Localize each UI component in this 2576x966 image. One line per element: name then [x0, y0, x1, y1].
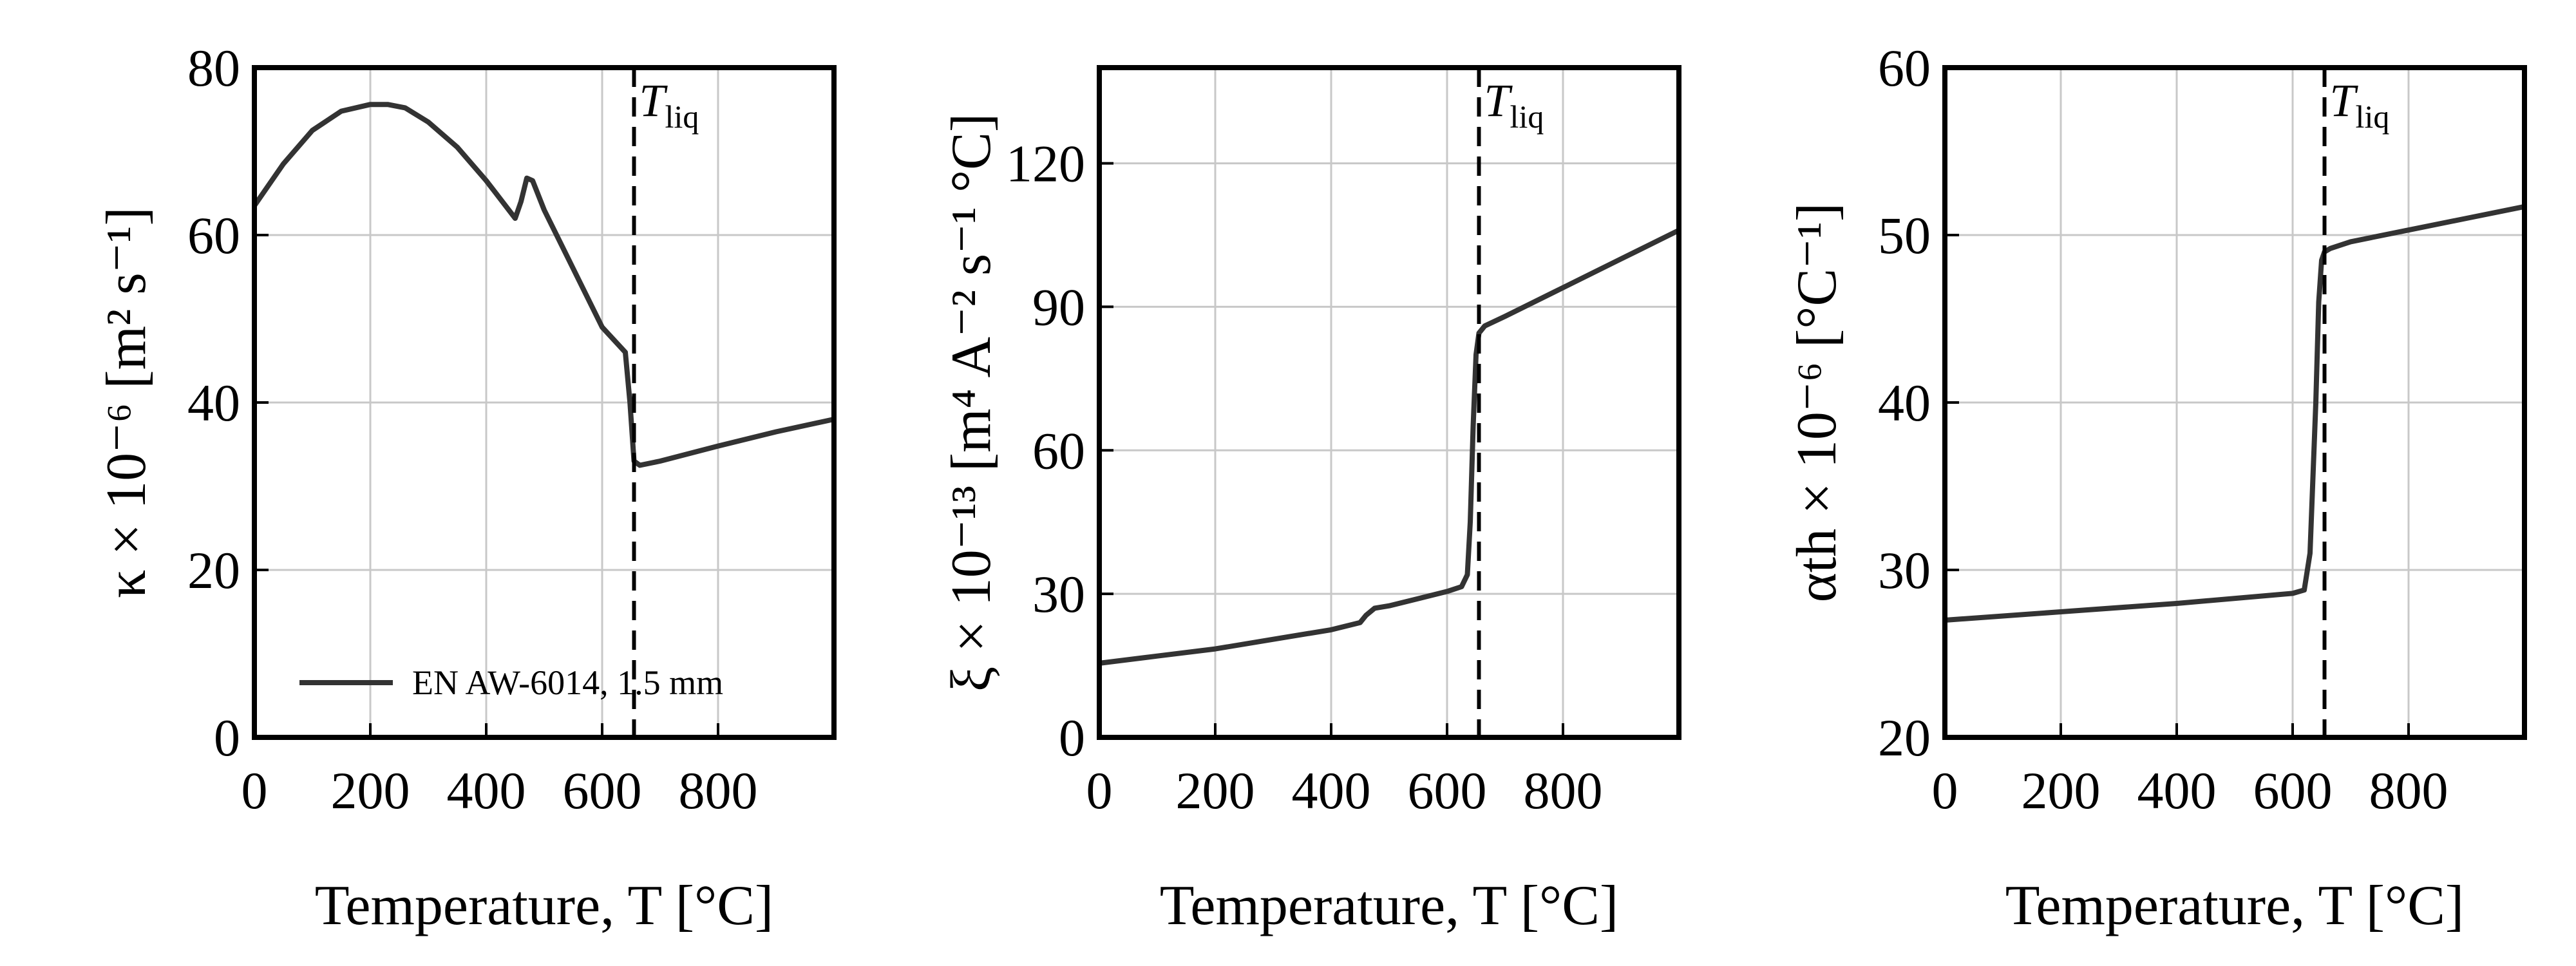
- y-tick-label: 0: [1059, 708, 1085, 767]
- chart-panel-3: 0 200 400 600 800 20 30 40 50 60 Tliq Temperature, …: [1786, 39, 2527, 937]
- y-tick-label: 30: [1878, 541, 1931, 600]
- x-tick-label: 600: [2253, 761, 2333, 820]
- series-line-1: [1097, 227, 1681, 666]
- y-tick-label: 40: [187, 374, 240, 432]
- x-axis-label: Temperature, T [°C]: [2005, 875, 2464, 937]
- legend: EN AW-6014, 1.5 mm: [299, 663, 723, 702]
- x-tick-label: 200: [331, 761, 410, 820]
- x-tick-label: 0: [1932, 761, 1958, 820]
- y-tick-label: 60: [1032, 421, 1085, 480]
- y-axis-label: αth × 10⁻⁶ [°C⁻¹]: [1786, 203, 1848, 603]
- y-tick-label: 20: [1878, 708, 1931, 767]
- x-tick-label: 600: [563, 761, 642, 820]
- x-axis-label: Temperature, T [°C]: [1160, 875, 1618, 937]
- x-tick-label: 800: [2369, 761, 2448, 820]
- x-tick-label: 800: [1524, 761, 1603, 820]
- x-tick-label: 400: [447, 761, 526, 820]
- y-tick-label: 80: [187, 39, 240, 97]
- y-tick-label: 90: [1032, 278, 1085, 336]
- x-tick-label: 600: [1408, 761, 1487, 820]
- plot-frame: [1097, 65, 1681, 740]
- y-tick-label: 60: [1878, 39, 1931, 97]
- legend-entry: EN AW-6014, 1.5 mm: [412, 663, 723, 702]
- x-axis-label: Temperature, T [°C]: [315, 875, 773, 937]
- y-tick-label: 60: [187, 206, 240, 265]
- y-tick-label: 0: [214, 708, 240, 767]
- liquidus-label: Tliq: [639, 75, 699, 135]
- x-tick-label: 0: [1086, 761, 1113, 820]
- y-axis-label: κ × 10⁻⁶ [m² s⁻¹]: [95, 207, 158, 598]
- x-tick-label: 400: [2137, 761, 2217, 820]
- chart-panel-1: 0 200 400 600 800 0 20 40 60 80 Tliq Temperature, T…: [95, 39, 837, 937]
- y-tick-label: 20: [187, 541, 240, 600]
- y-tick-label: 50: [1878, 206, 1931, 265]
- series-line-1: [252, 102, 837, 468]
- plot-frame: [252, 65, 837, 740]
- liquidus-label: Tliq: [1484, 75, 1544, 135]
- x-tick-label: 200: [1176, 761, 1255, 820]
- y-tick-label: 40: [1878, 374, 1931, 432]
- x-tick-label: 200: [2022, 761, 2101, 820]
- chart-panel-2: 0 200 400 600 800 0 30 60 90 120 Tliq Temperature, …: [940, 65, 1681, 937]
- plot-frame: [1942, 65, 2527, 740]
- series-line-1: [1942, 204, 2527, 623]
- y-tick-label: 30: [1032, 565, 1085, 623]
- liquidus-label: Tliq: [2330, 75, 2390, 135]
- y-axis-label: ξ × 10⁻¹³ [m⁴ A⁻² s⁻¹ °C]: [940, 113, 1003, 692]
- x-tick-label: 800: [679, 761, 758, 820]
- y-tick-label: 120: [1006, 135, 1085, 193]
- x-tick-label: 0: [242, 761, 268, 820]
- x-tick-label: 400: [1292, 761, 1371, 820]
